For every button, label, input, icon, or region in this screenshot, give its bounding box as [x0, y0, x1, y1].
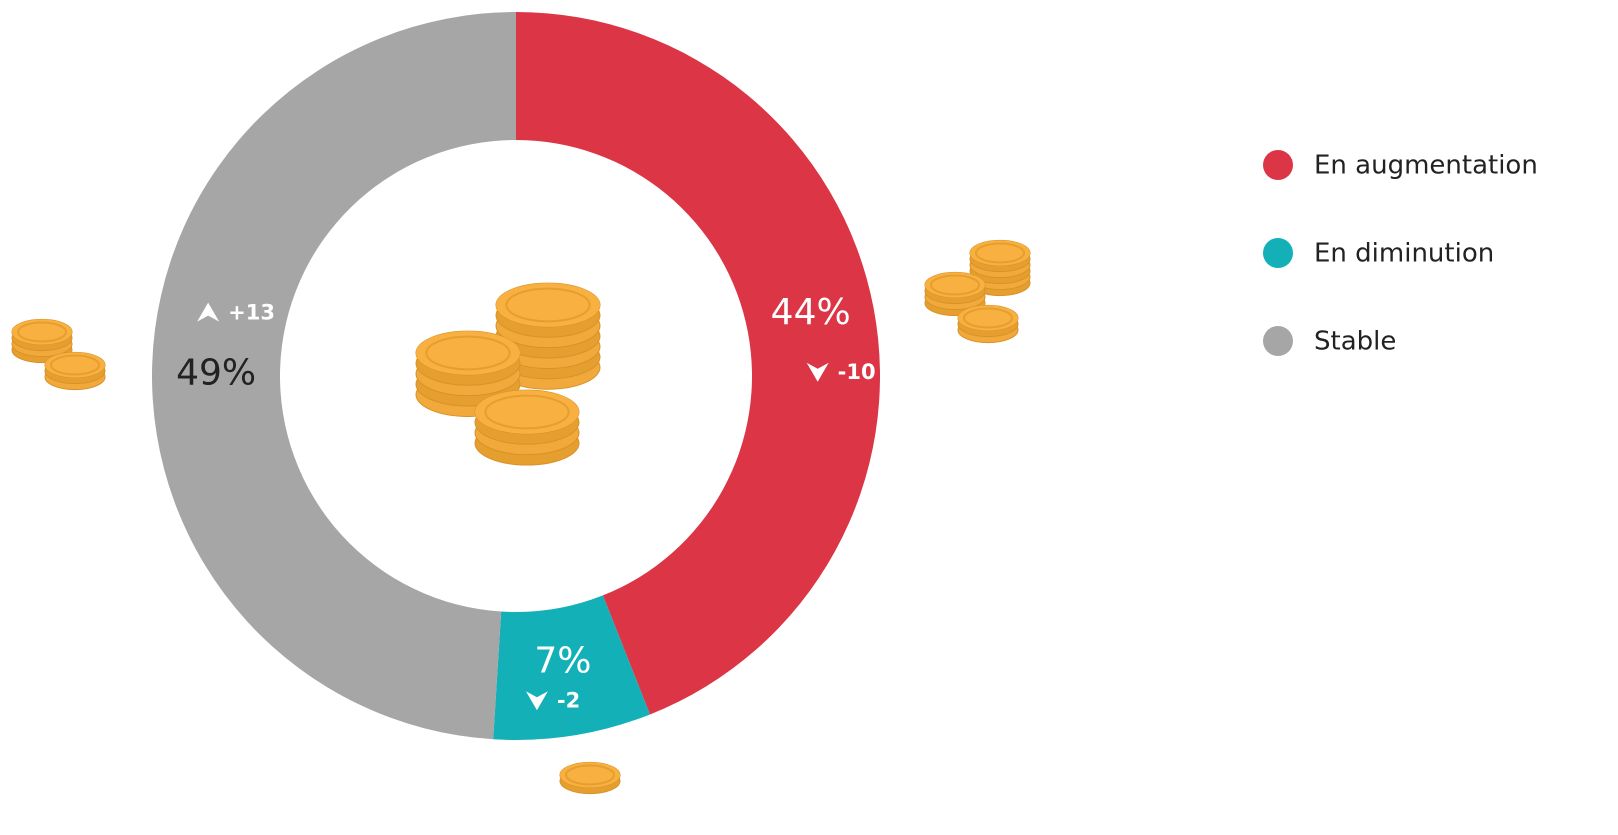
coin-rim	[425, 335, 511, 371]
change-label: -10	[838, 360, 876, 384]
coin-top	[970, 240, 1030, 266]
coin-top	[958, 305, 1018, 331]
change-label: +13	[228, 301, 275, 325]
donut-segment	[493, 595, 650, 740]
legend-label: Stable	[1314, 327, 1396, 357]
labels: 44% -10 7% -2 49% +13	[176, 292, 875, 713]
legend-swatch	[1263, 326, 1293, 356]
coin-top	[560, 762, 620, 788]
coin-top	[925, 272, 985, 298]
coin-rim	[963, 307, 1013, 329]
coin-rim	[975, 242, 1025, 264]
change-arrow	[525, 691, 548, 711]
legend: En augmentation En diminution Stable	[1263, 150, 1538, 357]
legend-swatch	[1263, 150, 1293, 180]
value-label: 44%	[771, 292, 851, 333]
coin-decorations	[11, 239, 1031, 795]
legend-label: En diminution	[1314, 239, 1494, 269]
donut-segment	[516, 12, 881, 715]
legend-swatch	[1263, 238, 1293, 268]
donut	[151, 12, 881, 740]
coin-rim	[17, 321, 67, 343]
donut-segment	[151, 12, 516, 740]
coin-top	[475, 390, 579, 434]
coin-top	[416, 331, 520, 375]
coin-rim	[50, 354, 100, 376]
coin-rim	[505, 287, 591, 323]
coin-top	[45, 352, 105, 378]
change-arrow	[197, 302, 220, 322]
change-arrow	[806, 362, 829, 382]
coin-rim	[484, 394, 570, 430]
legend-label: En augmentation	[1314, 151, 1538, 181]
coin-rim	[930, 274, 980, 296]
coin-top	[12, 319, 72, 345]
coin-rim	[565, 764, 615, 786]
change-label: -2	[557, 688, 580, 712]
coin-top	[496, 283, 600, 327]
value-label: 49%	[176, 353, 256, 394]
value-label: 7%	[534, 640, 591, 681]
